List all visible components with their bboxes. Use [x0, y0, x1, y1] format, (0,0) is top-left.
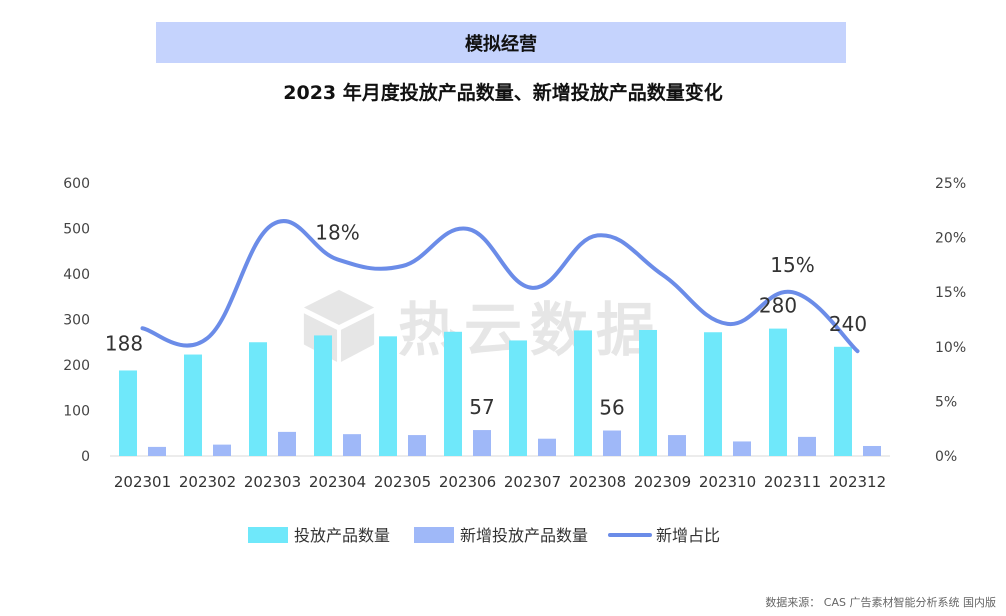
y-right-tick-label: 25% — [935, 176, 966, 192]
data-label: 18% — [315, 220, 359, 244]
bar-launch-products — [379, 336, 397, 456]
x-tick-label: 202309 — [634, 473, 691, 491]
y-left-tick-label: 300 — [63, 313, 90, 329]
legend-label-new-launch-products: 新增投放产品数量 — [460, 526, 588, 545]
chart-title: 2023 年月度投放产品数量、新增投放产品数量变化 — [283, 82, 723, 104]
bar-new-launch-products — [668, 435, 686, 456]
bar-new-launch-products — [148, 446, 166, 456]
bar-launch-products — [769, 328, 787, 456]
y-left-tick-label: 0 — [81, 449, 90, 465]
bar-new-launch-products — [408, 435, 426, 456]
y-left-tick-label: 200 — [63, 358, 90, 374]
x-tick-label: 202306 — [439, 473, 496, 491]
legend-swatch-new-launch-products — [414, 527, 454, 543]
y-left-tick-label: 600 — [63, 176, 90, 192]
bar-launch-products — [444, 331, 462, 456]
x-tick-label: 202311 — [764, 473, 821, 491]
x-tick-label: 202301 — [114, 473, 171, 491]
banner-title: 模拟经营 — [465, 33, 537, 55]
y-right-tick-label: 20% — [935, 231, 966, 247]
legend-label-launch-products: 投放产品数量 — [294, 526, 390, 545]
data-label: 56 — [599, 396, 624, 420]
data-label: 188 — [105, 331, 143, 355]
data-label: 15% — [770, 253, 814, 277]
y-right-tick-label: 15% — [935, 285, 966, 301]
x-tick-label: 202302 — [179, 473, 236, 491]
bar-launch-products — [184, 354, 202, 456]
bar-launch-products — [704, 332, 722, 456]
bar-launch-products — [509, 340, 527, 456]
x-tick-label: 202305 — [374, 473, 431, 491]
bar-launch-products — [249, 342, 267, 456]
bar-launch-products — [119, 370, 137, 456]
y-right-tick-label: 5% — [935, 394, 957, 410]
data-label: 57 — [469, 395, 494, 419]
legend-swatch-launch-products — [248, 527, 288, 543]
bar-new-launch-products — [733, 441, 751, 456]
bar-new-launch-products — [278, 431, 296, 456]
x-tick-label: 202312 — [829, 473, 886, 491]
line-new-share — [140, 219, 860, 354]
bar-new-launch-products — [343, 434, 361, 456]
x-tick-label: 202308 — [569, 473, 626, 491]
data-label: 240 — [829, 312, 867, 336]
bar-new-launch-products — [538, 438, 556, 456]
bar-launch-products — [834, 346, 852, 456]
y-right-tick-label: 0% — [935, 449, 957, 465]
x-tick-label: 202303 — [244, 473, 301, 491]
bar-new-launch-products — [603, 430, 621, 456]
bar-new-launch-products — [213, 444, 231, 456]
x-tick-label: 202304 — [309, 473, 366, 491]
x-tick-label: 202310 — [699, 473, 756, 491]
y-left-tick-label: 400 — [63, 267, 90, 283]
bar-launch-products — [314, 335, 332, 456]
y-right-tick-label: 10% — [935, 340, 966, 356]
data-label: 280 — [759, 294, 797, 318]
bar-launch-products — [574, 330, 592, 456]
y-left-tick-label: 500 — [63, 222, 90, 238]
chart-banner: 模拟经营 — [156, 22, 846, 63]
source-note: 数据来源： CAS 广告素材智能分析系统 国内版 — [765, 596, 996, 609]
y-left-tick-label: 100 — [63, 404, 90, 420]
legend-label-new-share: 新增占比 — [656, 526, 720, 545]
bar-new-launch-products — [863, 445, 881, 456]
bar-new-launch-products — [473, 430, 491, 456]
bar-new-launch-products — [798, 436, 816, 456]
x-tick-label: 202307 — [504, 473, 561, 491]
bar-launch-products — [639, 329, 657, 456]
